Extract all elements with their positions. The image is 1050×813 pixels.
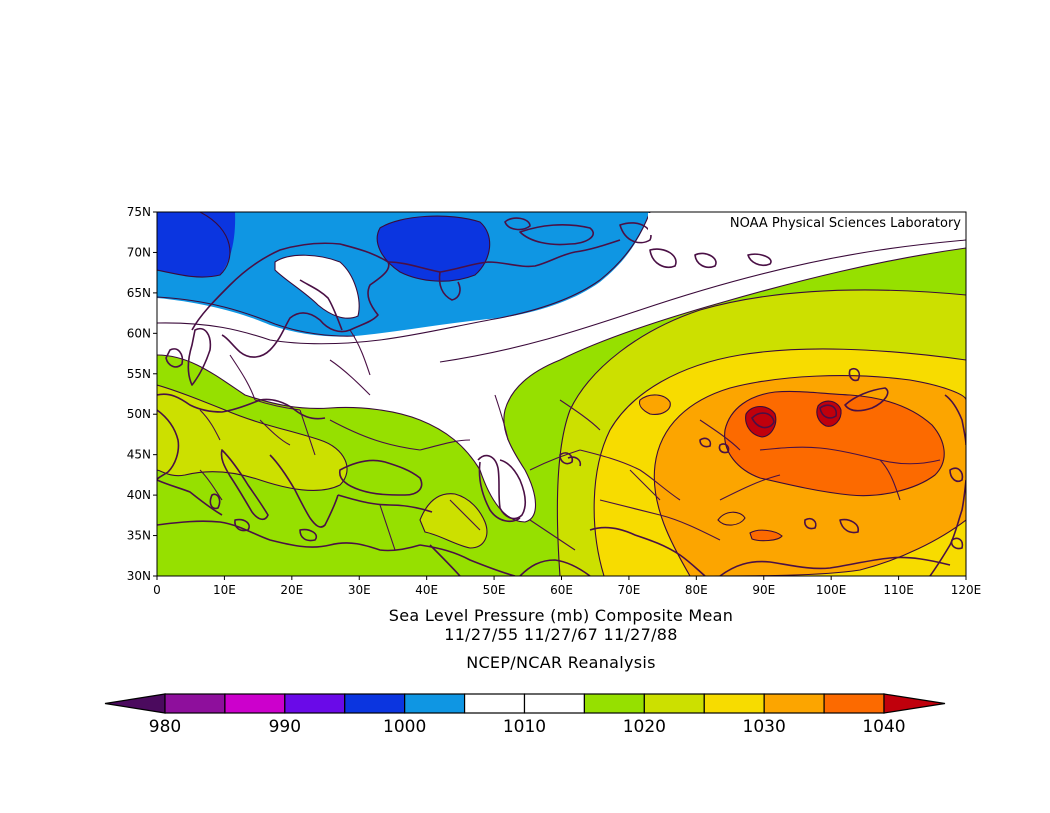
colorbar-segment bbox=[823, 693, 885, 714]
colorbar-segment bbox=[284, 693, 346, 714]
colorbar-segment bbox=[463, 693, 526, 714]
colorbar-segment bbox=[344, 693, 406, 714]
y-tick-label: 30N bbox=[127, 569, 151, 583]
borders bbox=[199, 329, 941, 551]
x-tick-label: 120E bbox=[951, 583, 982, 597]
colorbar-segment bbox=[583, 693, 645, 714]
date-list: 11/27/55 11/27/67 11/27/88 bbox=[444, 625, 678, 644]
y-tick-label: 70N bbox=[127, 245, 151, 259]
colorbar-segment bbox=[164, 693, 226, 714]
coastlines bbox=[157, 217, 966, 576]
field-1020-1025-anatolia bbox=[420, 493, 487, 548]
colorbar: 980 990 1000 1010 1020 1030 1040 bbox=[104, 693, 946, 737]
colorbar-label: 990 bbox=[269, 717, 301, 737]
field-white-scandinavia bbox=[275, 255, 360, 319]
x-tick-label: 30E bbox=[348, 583, 371, 597]
colorbar-segment bbox=[763, 693, 825, 714]
field-995-1000-west bbox=[157, 212, 236, 278]
colorbar-segment bbox=[703, 693, 765, 714]
colorbar-segment bbox=[224, 693, 286, 714]
x-tick-label: 50E bbox=[483, 583, 506, 597]
y-tick-label: 75N bbox=[127, 205, 151, 219]
y-tick-label: 45N bbox=[127, 448, 151, 462]
x-tick-label: 20E bbox=[280, 583, 303, 597]
colorbar-segment bbox=[404, 693, 466, 714]
colorbar-segment bbox=[643, 693, 705, 714]
colorbar-segment bbox=[523, 693, 586, 714]
colorbar-high-triangle bbox=[883, 693, 946, 714]
source-label: NCEP/NCAR Reanalysis bbox=[466, 653, 656, 672]
colorbar-label: 1040 bbox=[862, 717, 905, 737]
field-1035-1040 bbox=[724, 391, 945, 496]
x-tick-label: 40E bbox=[415, 583, 438, 597]
field-1000-1005 bbox=[157, 212, 650, 337]
colorbar-label: 1020 bbox=[623, 717, 666, 737]
colorbar-label: 980 bbox=[149, 717, 181, 737]
credit-box bbox=[648, 213, 966, 235]
y-axis: 30N 35N 40N 45N 50N 55N 60N 65N 70N 75N bbox=[127, 205, 157, 583]
x-tick-label: 80E bbox=[685, 583, 708, 597]
field-1035-1040-south bbox=[750, 530, 782, 541]
field-1020-1025-europe bbox=[157, 385, 348, 491]
isobars bbox=[157, 212, 966, 576]
y-tick-label: 65N bbox=[127, 286, 151, 300]
field-995-1000-barents bbox=[377, 216, 490, 282]
x-tick-label: 110E bbox=[883, 583, 914, 597]
colorbar-low-triangle bbox=[104, 693, 166, 714]
map-title: Sea Level Pressure (mb) Composite Mean bbox=[389, 606, 733, 625]
y-tick-label: 50N bbox=[127, 407, 151, 421]
colorbar-label: 1000 bbox=[383, 717, 426, 737]
y-tick-label: 35N bbox=[127, 529, 151, 543]
x-tick-label: 10E bbox=[213, 583, 236, 597]
colorbar-label: 1030 bbox=[743, 717, 786, 737]
x-tick-label: 90E bbox=[752, 583, 775, 597]
x-tick-label: 0 bbox=[153, 583, 161, 597]
y-tick-label: 60N bbox=[127, 326, 151, 340]
x-axis: 0 10E 20E 30E 40E 50E 60E 70E 80E 90E 100E 110E 120E bbox=[153, 576, 981, 597]
x-tick-label: 60E bbox=[550, 583, 573, 597]
field-1030-1035-blob bbox=[639, 394, 671, 415]
x-tick-label: 100E bbox=[816, 583, 847, 597]
map-panel bbox=[157, 212, 966, 576]
credit-label: NOAA Physical Sciences Laboratory bbox=[730, 216, 961, 231]
colorbar-label: 1010 bbox=[503, 717, 546, 737]
x-tick-label: 70E bbox=[617, 583, 640, 597]
y-tick-label: 55N bbox=[127, 367, 151, 381]
y-tick-label: 40N bbox=[127, 488, 151, 502]
